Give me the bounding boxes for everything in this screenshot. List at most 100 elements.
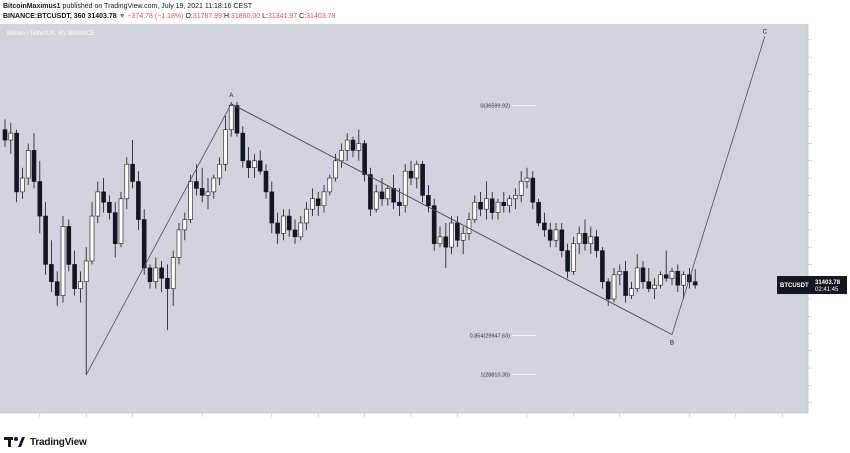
candle-body-down xyxy=(443,236,449,248)
candle-body-down xyxy=(49,264,54,283)
candle-body-up xyxy=(460,233,466,241)
candle xyxy=(536,198,541,227)
wave-label: B xyxy=(670,341,674,347)
price-tick-label: 31000.00 xyxy=(814,297,837,303)
candle xyxy=(617,264,623,286)
price-tick-label: 29000.00 xyxy=(814,366,837,372)
price-tick-label: 39000.00 xyxy=(814,24,837,27)
candle xyxy=(78,271,83,303)
candle xyxy=(489,191,495,220)
price-tick-label: 35000.00 xyxy=(814,159,837,165)
price-tick-label: 35500.00 xyxy=(814,142,837,148)
author-name[interactable]: BitcoinMaximus1 xyxy=(3,3,61,10)
currency-label: USDT xyxy=(820,28,836,34)
candle xyxy=(530,171,536,210)
tradingview-logo-icon xyxy=(4,437,25,447)
price-tag-countdown: 02:41:45 xyxy=(815,287,839,293)
candle xyxy=(460,226,466,255)
candle-body-down xyxy=(600,250,605,283)
wave-labels: A B C xyxy=(229,29,767,346)
candle xyxy=(54,271,60,306)
open-label: O: xyxy=(185,13,193,20)
candle xyxy=(8,122,14,154)
chart-svg[interactable]: Bitcoin / TetherUS, 6h, BINANCE USDT 280… xyxy=(0,21,850,433)
price-axis[interactable]: 28000.00 28500.00 29000.00 29500.00 30000.00… xyxy=(808,21,837,407)
candle xyxy=(89,202,95,265)
candle xyxy=(414,160,420,189)
plot-background[interactable] xyxy=(0,24,808,413)
candle-body-up xyxy=(89,215,95,262)
candle-body-up xyxy=(576,233,582,245)
candle-body-down xyxy=(234,105,240,134)
candle xyxy=(141,209,147,275)
time-tick-label: 25 xyxy=(129,423,136,429)
price-tick-label: 33500.00 xyxy=(814,211,837,217)
candle xyxy=(112,202,118,258)
candle xyxy=(66,219,72,272)
candle xyxy=(652,278,657,299)
price-tag-bg xyxy=(777,276,847,295)
published-info: published on TradingView.com, July 19, 2… xyxy=(62,3,253,10)
candle xyxy=(350,136,356,158)
candle xyxy=(240,126,246,168)
time-tick-label: 23 xyxy=(779,423,786,429)
candle xyxy=(176,222,182,265)
candle-body-down xyxy=(692,281,698,286)
candle xyxy=(478,191,483,217)
candle-body-down xyxy=(391,188,396,203)
candle-body-down xyxy=(257,160,263,172)
candle-body-up xyxy=(553,229,559,241)
candle xyxy=(513,188,518,210)
candles xyxy=(2,102,698,375)
candle xyxy=(153,257,159,289)
candle-body-down xyxy=(426,195,431,207)
candle xyxy=(60,216,66,303)
candle-body-up xyxy=(629,288,634,296)
candle-body-down xyxy=(542,222,547,231)
candle-body-down xyxy=(107,201,112,213)
candle-body-down xyxy=(136,181,141,220)
candle-body-down xyxy=(675,271,681,286)
candle-body-up xyxy=(176,229,182,258)
candle-body-up xyxy=(217,163,222,179)
candle-body-down xyxy=(194,181,199,189)
candle xyxy=(286,209,292,237)
symbol-label[interactable]: BINANCE:BTCUSDT, 360 xyxy=(3,13,86,20)
candle-body-down xyxy=(147,267,153,283)
candle-body-down xyxy=(640,267,646,283)
candle xyxy=(304,202,309,230)
candle-body-down xyxy=(478,201,483,210)
candle-body-down xyxy=(431,205,437,245)
candle xyxy=(31,133,37,189)
candle xyxy=(600,247,605,289)
tradingview-brand[interactable]: TradingView xyxy=(4,436,87,448)
candle xyxy=(118,191,124,248)
candle xyxy=(495,198,501,220)
candle-body-up xyxy=(437,236,443,245)
candle-body-up xyxy=(495,201,501,213)
fib-level-label: 1(28810.35) xyxy=(480,373,510,379)
candle-body-down xyxy=(112,212,118,245)
candle-body-up xyxy=(466,219,472,234)
header-bar: BitcoinMaximus1 published on TradingView… xyxy=(0,0,850,24)
candle-body-down xyxy=(623,271,628,296)
candle xyxy=(466,212,472,241)
candle xyxy=(437,226,443,248)
candle-body-up xyxy=(211,177,217,193)
price-tick-label: 38500.00 xyxy=(814,38,837,44)
time-axis[interactable]: 21 23 25 28 Jul 3 5 7 9 12 14 16 19 21 23 xyxy=(36,413,786,429)
candle xyxy=(373,184,379,213)
price-tick-label: 32000.00 xyxy=(814,262,837,268)
wave-label: C xyxy=(763,29,768,35)
candle-body-up xyxy=(228,105,234,130)
candle xyxy=(402,164,408,213)
candle xyxy=(443,222,449,268)
price-tick-label: 28500.00 xyxy=(814,383,837,389)
candle xyxy=(455,216,460,248)
candle-body-down xyxy=(54,281,60,296)
candle xyxy=(205,178,211,210)
chart-area[interactable]: Bitcoin / TetherUS, 6h, BINANCE USDT 280… xyxy=(0,21,850,433)
candle xyxy=(147,264,153,289)
candle-body-down xyxy=(368,174,373,210)
candle xyxy=(124,157,130,210)
